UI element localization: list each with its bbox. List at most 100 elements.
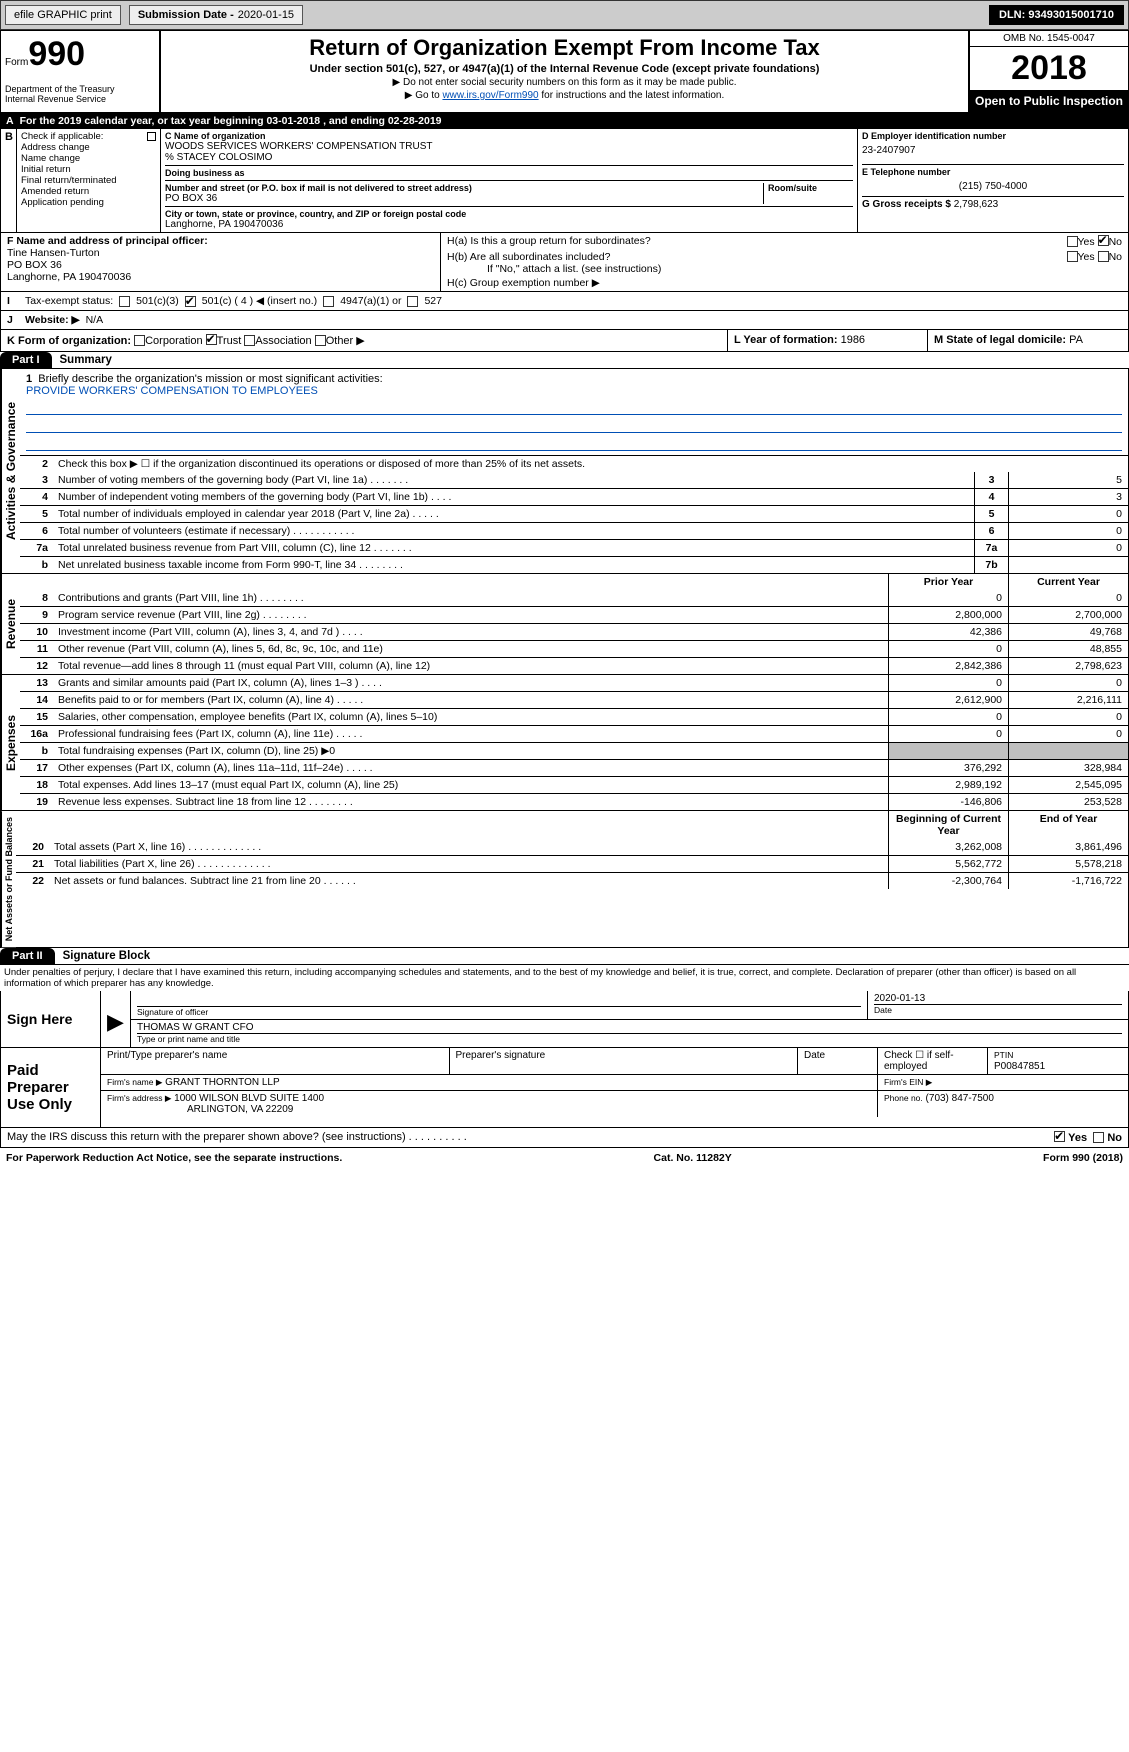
summary-row: 11 Other revenue (Part VIII, column (A),… [20, 640, 1128, 657]
current-value: 0 [1008, 675, 1128, 691]
city-value: Langhorne, PA 190470036 [165, 219, 853, 230]
check-applicable: Check if applicable: Address change Name… [17, 129, 161, 232]
ptin-value: P00847851 [994, 1061, 1045, 1072]
hb-no-checkbox[interactable] [1098, 251, 1109, 262]
form-prefix: Form [5, 57, 28, 68]
discuss-no-checkbox[interactable] [1093, 1132, 1104, 1143]
goto-note: ▶ Go to www.irs.gov/Form990 for instruct… [165, 90, 964, 101]
corp-label: Corporation [145, 335, 202, 347]
summary-row: 4 Number of independent voting members o… [20, 488, 1128, 505]
m-label: M State of legal domicile: [934, 334, 1066, 346]
firm-name-cell: Firm's name ▶ GRANT THORNTON LLP [101, 1075, 878, 1090]
4947-label: 4947(a)(1) or [340, 295, 401, 307]
firm-name: GRANT THORNTON LLP [165, 1077, 279, 1088]
efile-toolbar: efile GRAPHIC print Submission Date - 20… [0, 0, 1129, 30]
assoc-label: Association [255, 335, 311, 347]
paid-preparer-label: Paid Preparer Use Only [1, 1048, 101, 1127]
row-value: 3 [1008, 489, 1128, 505]
527-checkbox[interactable] [407, 296, 418, 307]
row-value: 5 [1008, 472, 1128, 488]
dln-label: DLN: [999, 9, 1025, 21]
summary-row: 17 Other expenses (Part IX, column (A), … [20, 759, 1128, 776]
prior-value: 0 [888, 641, 1008, 657]
prior-value: 42,386 [888, 624, 1008, 640]
h-a-text: H(a) Is this a group return for subordin… [447, 235, 651, 247]
officer-street: PO BOX 36 [7, 259, 62, 271]
row-text: Professional fundraising fees (Part IX, … [54, 726, 888, 742]
row-text: Total number of volunteers (estimate if … [54, 523, 974, 539]
sig-date-cell: 2020-01-13 Date [868, 991, 1128, 1019]
current-value: 0 [1008, 726, 1128, 742]
klm-block: K Form of organization: Corporation Trus… [0, 330, 1129, 352]
corp-checkbox[interactable] [134, 335, 145, 346]
prep-sig-hdr: Preparer's signature [450, 1048, 799, 1074]
efile-graphic-button[interactable]: efile GRAPHIC print [5, 5, 121, 25]
form-header: Form990 Department of the Treasury Inter… [0, 30, 1129, 113]
prior-value: 3,262,008 [888, 839, 1008, 855]
sign-arrow-icon: ▶ [101, 991, 131, 1047]
discuss-yes-checkbox[interactable] [1054, 1131, 1065, 1142]
org-name-1: WOODS SERVICES WORKERS' COMPENSATION TRU… [165, 141, 853, 152]
row-text: Other expenses (Part IX, column (A), lin… [54, 760, 888, 776]
summary-row: 15 Salaries, other compensation, employe… [20, 708, 1128, 725]
c-label: C Name of organization [165, 131, 853, 141]
row-text: Total unrelated business revenue from Pa… [54, 540, 974, 556]
hb-yes-checkbox[interactable] [1067, 251, 1078, 262]
4947-checkbox[interactable] [323, 296, 334, 307]
gov-side-label: Activities & Governance [1, 369, 20, 573]
applicable-master-checkbox[interactable] [147, 132, 156, 141]
section-k: K Form of organization: Corporation Trus… [1, 330, 728, 351]
prior-value: 0 [888, 675, 1008, 691]
sig-date-label: Date [874, 1004, 1122, 1015]
tax-year: 2018 [970, 47, 1128, 90]
current-value: 328,984 [1008, 760, 1128, 776]
b-label: B [1, 129, 17, 232]
goto-post: for instructions and the latest informat… [539, 90, 725, 101]
line1-label: Briefly describe the organization's miss… [38, 373, 382, 385]
501c-checkbox[interactable] [185, 296, 196, 307]
501c3-checkbox[interactable] [119, 296, 130, 307]
firm-ein-label: Firm's EIN ▶ [884, 1077, 932, 1087]
assoc-checkbox[interactable] [244, 335, 255, 346]
other-checkbox[interactable] [315, 335, 326, 346]
h-block: H(a) Is this a group return for subordin… [441, 233, 1128, 291]
officer-name-title: THOMAS W GRANT CFO [137, 1022, 1122, 1034]
submission-date-value: 2020-01-15 [238, 9, 294, 21]
submission-date-button[interactable]: Submission Date - 2020-01-15 [129, 5, 303, 25]
current-value: 253,528 [1008, 794, 1128, 810]
ha-no-checkbox[interactable] [1098, 235, 1109, 246]
501c3-label: 501(c)(3) [136, 295, 179, 307]
sig-date-value: 2020-01-13 [874, 993, 1122, 1004]
ha-no: No [1109, 236, 1122, 248]
main-title: Return of Organization Exempt From Incom… [165, 35, 964, 61]
row-text: Other revenue (Part VIII, column (A), li… [54, 641, 888, 657]
current-value: 48,855 [1008, 641, 1128, 657]
row-text: Salaries, other compensation, employee b… [54, 709, 888, 725]
h-a-row: H(a) Is this a group return for subordin… [447, 235, 1122, 247]
trust-checkbox[interactable] [206, 334, 217, 345]
527-label: 527 [424, 295, 442, 307]
final-return: Final return/terminated [21, 175, 117, 186]
other-label: Other ▶ [326, 335, 365, 347]
row-text: Total assets (Part X, line 16) . . . . .… [50, 839, 888, 855]
hb-yes: Yes [1078, 251, 1095, 263]
prior-value: 0 [888, 726, 1008, 742]
irs-link[interactable]: www.irs.gov/Form990 [442, 90, 538, 101]
room-label: Room/suite [768, 183, 853, 193]
discuss-yes: Yes [1068, 1132, 1087, 1144]
open-inspection: Open to Public Inspection [970, 90, 1128, 112]
ssn-note: ▶ Do not enter social security numbers o… [165, 77, 964, 88]
line2-text: Check this box ▶ ☐ if the organization d… [54, 456, 1128, 472]
firm-phone-cell: Phone no. (703) 847-7500 [878, 1091, 1128, 1117]
row-text: Total expenses. Add lines 13–17 (must eq… [54, 777, 888, 793]
row-code: 4 [974, 489, 1008, 505]
f-label: F Name and address of principal officer: [7, 235, 208, 247]
ha-yes-checkbox[interactable] [1067, 236, 1078, 247]
summary-row: b Net unrelated business taxable income … [20, 556, 1128, 573]
page-footer: For Paperwork Reduction Act Notice, see … [0, 1148, 1129, 1168]
prior-value: 0 [888, 590, 1008, 606]
k-label: K Form of organization: [7, 335, 131, 347]
current-value: 0 [1008, 590, 1128, 606]
omb-number: OMB No. 1545-0047 [970, 31, 1128, 47]
dept-irs: Internal Revenue Service [5, 94, 155, 104]
